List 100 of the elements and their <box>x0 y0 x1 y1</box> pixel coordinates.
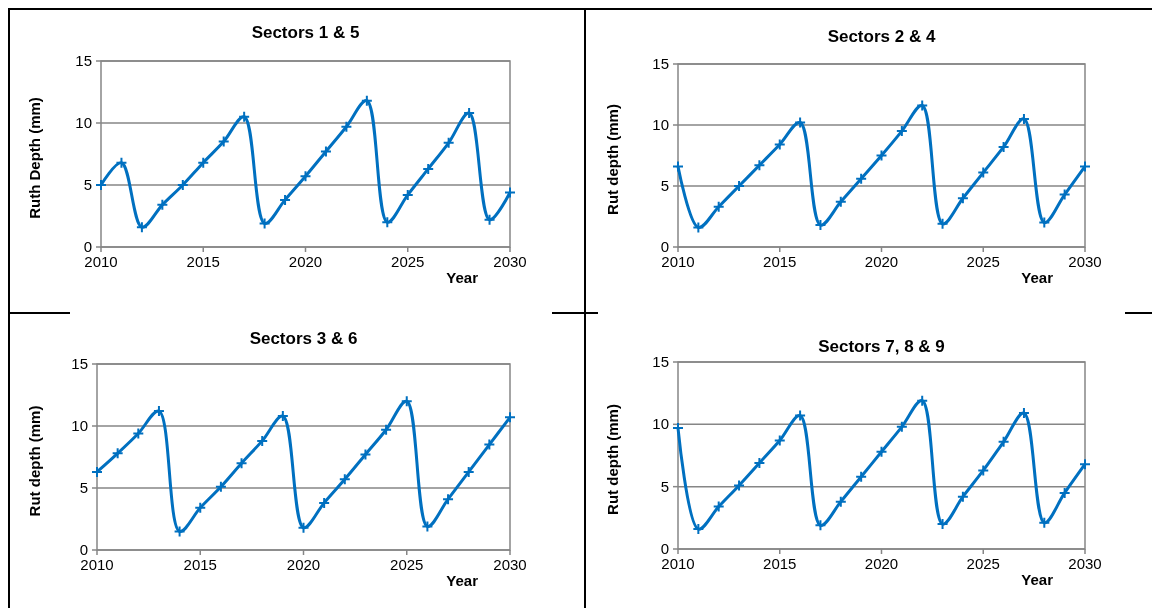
y-tick-label: 10 <box>652 116 669 133</box>
chart-title: Sectors 7, 8 & 9 <box>818 337 945 356</box>
point <box>197 156 210 169</box>
point <box>299 170 312 183</box>
point <box>381 216 394 229</box>
x-tick-label: 2020 <box>286 556 321 573</box>
point <box>875 149 888 162</box>
point <box>875 445 888 458</box>
point <box>1038 516 1051 529</box>
point <box>135 221 148 234</box>
point <box>977 166 990 179</box>
point <box>111 447 124 460</box>
point <box>855 470 868 483</box>
point <box>956 490 969 503</box>
point <box>936 217 949 230</box>
x-tick-label: 2025 <box>391 253 425 270</box>
x-tick-label: 2025 <box>390 556 424 573</box>
x-tick-label: 2030 <box>1068 555 1102 572</box>
x-axis-title: Year <box>446 269 479 286</box>
x-tick-label: 2015 <box>763 253 797 270</box>
y-tick-label: 10 <box>652 415 669 433</box>
y-tick-label: 0 <box>79 541 88 558</box>
point <box>733 479 746 492</box>
x-tick-label: 2010 <box>84 253 118 270</box>
x-tick-label: 2010 <box>661 253 695 270</box>
point <box>194 501 207 514</box>
point <box>258 217 271 230</box>
point <box>235 457 248 470</box>
point <box>977 464 990 477</box>
point <box>712 500 725 513</box>
point <box>214 480 227 493</box>
point <box>173 525 186 538</box>
y-axis-title: Rut depth (mm) <box>604 104 621 215</box>
point <box>794 409 807 422</box>
y-axis-title: Ruth Depth (mm) <box>26 97 43 219</box>
y-tick-label: 10 <box>71 417 88 434</box>
point <box>895 420 908 433</box>
x-tick-label: 2020 <box>288 253 323 270</box>
chart-title: Sectors 3 & 6 <box>249 329 358 348</box>
point <box>360 94 373 107</box>
x-tick-label: 2015 <box>186 253 220 270</box>
point <box>297 521 310 534</box>
point <box>997 435 1010 448</box>
point <box>855 172 868 185</box>
y-axis-title: Rut depth (mm) <box>26 405 43 517</box>
x-tick-label: 2025 <box>966 555 1000 572</box>
point <box>95 179 107 191</box>
point <box>442 493 455 506</box>
point <box>380 423 393 436</box>
point <box>115 156 128 169</box>
x-tick-label: 2020 <box>864 253 899 270</box>
y-tick-label: 15 <box>75 52 92 69</box>
y-tick-label: 15 <box>652 55 669 72</box>
point <box>1079 458 1091 471</box>
point <box>773 434 786 447</box>
y-tick-label: 10 <box>75 114 92 131</box>
x-tick-label: 2015 <box>183 556 217 573</box>
x-axis-title: Year <box>446 572 479 589</box>
x-tick-label: 2010 <box>661 555 695 572</box>
y-tick-label: 15 <box>652 353 669 370</box>
point <box>359 448 372 461</box>
point <box>834 195 847 208</box>
point <box>834 495 847 508</box>
point <box>1079 160 1091 173</box>
point <box>421 520 434 533</box>
point <box>176 179 189 191</box>
point <box>692 221 705 234</box>
y-axis-title: Rut depth (mm) <box>604 404 621 515</box>
point <box>483 438 496 451</box>
y-tick-label: 0 <box>83 238 92 255</box>
point <box>794 116 807 129</box>
point <box>1058 188 1071 201</box>
point <box>504 186 516 199</box>
point <box>753 159 766 172</box>
y-tick-label: 15 <box>71 355 88 372</box>
y-tick-label: 5 <box>79 479 88 496</box>
point <box>916 99 929 112</box>
point <box>132 427 145 440</box>
y-tick-label: 0 <box>660 238 669 255</box>
x-axis-title: Year <box>1021 269 1054 286</box>
chart-title: Sectors 2 & 4 <box>827 27 936 46</box>
point <box>319 145 332 158</box>
chart-title: Sectors 1 & 5 <box>251 23 360 42</box>
point <box>338 473 351 486</box>
x-tick-label: 2030 <box>1068 253 1102 270</box>
point <box>814 519 827 532</box>
x-tick-label: 2015 <box>763 555 797 572</box>
x-tick-label: 2020 <box>864 555 899 572</box>
x-tick-label: 2030 <box>493 556 527 573</box>
point <box>483 213 496 226</box>
point <box>238 110 251 123</box>
y-tick-label: 5 <box>660 477 669 495</box>
point <box>340 120 353 133</box>
point <box>672 160 684 173</box>
x-tick-label: 2030 <box>493 253 527 270</box>
x-tick-label: 2025 <box>966 253 1000 270</box>
point <box>773 138 786 151</box>
point <box>1038 216 1051 229</box>
point <box>956 192 969 205</box>
y-tick-label: 0 <box>660 540 669 557</box>
